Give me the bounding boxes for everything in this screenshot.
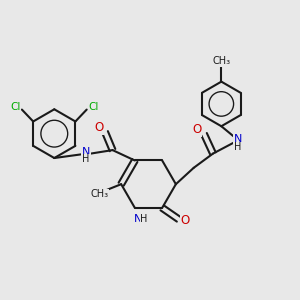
Text: O: O	[94, 121, 103, 134]
Text: H: H	[82, 154, 89, 164]
Text: O: O	[192, 123, 201, 136]
Text: Cl: Cl	[10, 102, 20, 112]
Text: H: H	[234, 142, 242, 152]
Text: CH₃: CH₃	[90, 189, 109, 199]
Text: N: N	[234, 134, 242, 144]
Text: N: N	[82, 147, 90, 157]
Text: CH₃: CH₃	[212, 56, 230, 66]
Text: H: H	[140, 214, 147, 224]
Text: O: O	[180, 214, 190, 226]
Text: Cl: Cl	[88, 102, 98, 112]
Text: N: N	[134, 214, 142, 224]
